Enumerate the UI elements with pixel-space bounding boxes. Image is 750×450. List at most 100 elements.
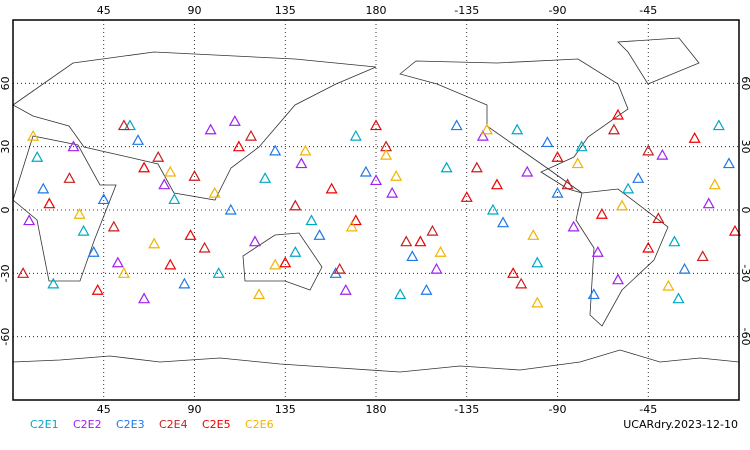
triangle-marker [73,207,86,219]
triangle-marker [325,182,338,194]
triangle-marker [97,193,110,205]
triangle-marker [164,258,177,270]
triangle-marker [158,178,171,190]
north-america [399,58,629,194]
triangle-marker [305,214,318,226]
triangle-marker [295,157,308,169]
triangle-marker [232,140,245,152]
x-tick-label: -135 [454,403,479,416]
y-tick-label-right: -60 [739,328,750,346]
triangle-marker [632,172,645,183]
x-tick-label-top: 45 [97,4,111,17]
x-tick-label-top: 135 [275,4,296,17]
product-label: UCARdry.2023-12-10 [623,418,738,431]
y-tick-label: 0 [0,207,12,214]
triangle-marker [688,131,701,143]
triangle-marker [561,178,574,190]
triangle-marker [497,216,510,228]
triangle-marker [269,144,282,156]
triangle-marker [369,119,383,131]
triangle-marker [188,169,201,181]
grid [13,20,739,400]
triangle-marker [611,108,625,120]
triangle-marker [117,119,130,131]
antarctica [12,349,740,373]
triangle-marker [460,191,473,202]
triangle-marker [611,273,625,285]
triangle-marker [591,245,604,257]
triangle-marker [678,262,691,274]
triangle-marker [440,161,453,173]
y-tick-label-right: 0 [739,207,750,214]
triangle-marker [164,165,177,177]
triangle-marker [67,140,80,152]
triangle-marker [289,245,302,257]
triangle-marker [152,150,165,162]
triangle-marker [434,245,447,257]
data-points [17,108,741,308]
legend-entry: C2E6 [245,418,274,431]
triangle-marker [531,296,544,308]
triangle-marker [228,115,241,126]
x-tick-label-top: 90 [188,4,202,17]
triangle-marker [708,178,721,190]
triangle-marker [47,277,60,289]
triangle-marker [587,288,600,300]
triangle-marker [551,150,564,162]
triangle-marker [37,182,50,194]
triangle-marker [168,193,181,205]
triangle-marker [349,214,362,226]
triangle-marker [712,119,725,131]
triangle-marker [656,148,669,160]
legend-entry: C2E4 [159,418,188,431]
triangle-marker [541,136,554,148]
x-tick-label: -90 [549,403,567,416]
y-tick-label-right: 60 [739,76,750,90]
triangle-marker [208,186,221,198]
triangle-marker [31,150,44,162]
triangle-marker [138,161,151,173]
triangle-marker [511,123,524,135]
triangle-marker [212,267,225,278]
y-tick-label: -30 [0,264,12,282]
legend-entry: C2E3 [116,418,145,431]
x-tick-label: -45 [639,403,657,416]
triangle-marker [117,267,130,278]
triangle-marker [571,157,584,169]
triangle-marker [394,288,407,300]
x-tick-label-top: 180 [366,4,387,17]
triangle-marker [486,203,499,215]
triangle-marker [369,174,383,186]
triangle-marker [595,207,608,219]
legend-entry: C2E5 [202,418,231,431]
triangle-marker [476,129,489,141]
triangle-marker [450,119,463,131]
triangle-marker [43,197,56,209]
x-tick-label-top: -90 [549,4,567,17]
triangle-marker [77,224,90,236]
triangle-marker [111,256,124,268]
triangle-marker [184,229,197,240]
triangle-marker [490,178,504,190]
triangle-marker [728,224,741,236]
triangle-marker [668,235,681,247]
triangle-marker [420,283,433,295]
triangle-marker [87,245,100,257]
triangle-marker [107,220,120,232]
triangle-marker [279,256,292,268]
triangle-marker [414,235,427,247]
triangle-marker [406,250,419,262]
triangle-marker [27,129,40,141]
legend-entry: C2E1 [30,418,59,431]
triangle-marker [400,235,413,247]
triangle-marker [138,292,151,304]
triangle-marker [507,267,520,278]
x-tick-label: 135 [275,403,296,416]
triangle-marker [244,129,257,141]
triangle-marker [722,157,735,169]
triangle-marker [390,169,403,181]
triangle-marker [521,165,534,177]
triangle-marker [289,199,302,211]
triangle-marker [123,119,136,131]
